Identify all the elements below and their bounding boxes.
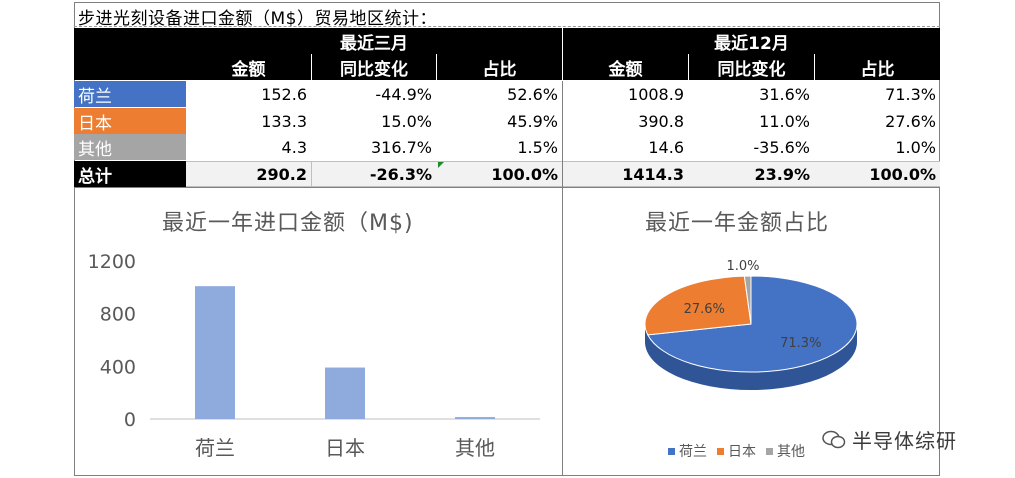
wechat-icon [822, 430, 846, 448]
table-cell: 14.6 [648, 137, 684, 157]
section-divider [562, 81, 563, 476]
col-header: 金额 [186, 54, 311, 80]
pie-slice [743, 275, 752, 325]
legend-label: 日本 [728, 444, 756, 460]
table-cell: 27.6% [885, 111, 936, 131]
table-cell: 316.7% [370, 137, 432, 157]
header-divider [688, 54, 689, 80]
row-label-japan: 日本 [74, 108, 186, 134]
table-cell: 71.3% [885, 84, 936, 104]
table-cell: 390.8 [638, 111, 684, 131]
col-header: 同比变化 [689, 54, 814, 80]
report-frame [74, 2, 940, 476]
table-cell: 1.0% [895, 137, 936, 157]
legend-label: 其他 [777, 444, 805, 460]
row-label-other: 其他 [74, 134, 186, 160]
pie-data-label: 1.0% [726, 259, 759, 274]
watermark-text: 半导体综研 [852, 429, 957, 453]
pie-side [645, 324, 857, 390]
bar-chart: 0 400 800 1200 荷兰 日本 其他 [88, 251, 540, 460]
col-header: 同比变化 [312, 54, 436, 80]
total-cell: 100.0% [491, 164, 558, 184]
y-tick-label: 800 [100, 304, 136, 326]
header-divider [814, 54, 815, 80]
legend-swatch [766, 447, 773, 455]
table-cell: 152.6 [261, 84, 307, 104]
title-divider [74, 26, 940, 27]
col-header: 占比 [815, 54, 940, 80]
table-cell: 1008.9 [628, 84, 684, 104]
table-cell: 4.3 [281, 137, 307, 157]
header-divider [436, 54, 437, 80]
y-tick-label: 400 [100, 356, 136, 378]
total-cell: 1414.3 [622, 164, 684, 184]
watermark: 半导体综研 [822, 425, 957, 454]
pie-data-label: 27.6% [684, 302, 725, 317]
table-cell: 31.6% [759, 84, 810, 104]
total-cell: 23.9% [754, 164, 810, 184]
col-header: 占比 [437, 54, 562, 80]
pie-slice [646, 275, 858, 373]
x-tick-label: 日本 [325, 436, 365, 460]
legend-label: 荷兰 [679, 444, 707, 460]
x-tick-label: 荷兰 [195, 436, 235, 460]
bar [195, 286, 235, 419]
pie-legend: 荷兰 日本 其他 [668, 441, 805, 461]
y-tick-label: 0 [124, 409, 136, 431]
total-cell: 290.2 [256, 164, 307, 184]
pie-chart-title: 最近一年金额占比 [645, 211, 830, 236]
header-divider [311, 54, 312, 80]
pie-data-label: 71.3% [780, 336, 821, 351]
table-cell: 45.9% [507, 111, 558, 131]
legend-swatch [668, 447, 675, 455]
header-divider [562, 28, 563, 80]
total-cell: -26.3% [369, 164, 432, 184]
table-cell: 52.6% [507, 84, 558, 104]
table-cell: -35.6% [753, 137, 810, 157]
bar-chart-title: 最近一年进口金额（M$) [162, 211, 414, 236]
col-header: 金额 [563, 54, 688, 80]
error-triangle-icon [438, 162, 444, 168]
table-cell: 133.3 [261, 111, 307, 131]
row-label-total: 总计 [74, 161, 186, 187]
header-corner [74, 28, 186, 80]
row-label-netherlands: 荷兰 [74, 81, 186, 107]
table-cell: 15.0% [381, 111, 432, 131]
x-tick-label: 其他 [455, 436, 495, 460]
report-title: 步进光刻设备进口金额（M$）贸易地区统计： [78, 9, 437, 29]
legend-swatch [717, 447, 724, 455]
bar [325, 367, 365, 419]
table-cell: 1.5% [517, 137, 558, 157]
group-header-12m: 最近12月 [563, 28, 940, 54]
y-tick-label: 1200 [88, 251, 136, 273]
table-bottom-border [74, 187, 940, 188]
table-cell: 11.0% [759, 111, 810, 131]
total-divider [311, 161, 312, 187]
group-header-3m: 最近三月 [186, 28, 562, 54]
pie-slice [644, 275, 752, 336]
total-cell: 100.0% [869, 164, 936, 184]
pie-chart: 71.3% 27.6% 1.0% [644, 259, 858, 390]
table-cell: -44.9% [375, 84, 432, 104]
bar [455, 417, 495, 419]
